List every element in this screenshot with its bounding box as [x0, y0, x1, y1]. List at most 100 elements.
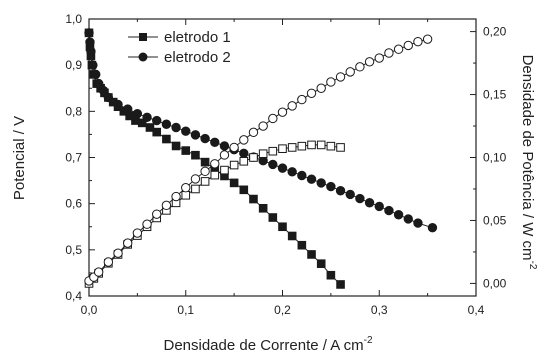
data-point-circle: [85, 37, 95, 47]
y-left-axis-title: Potencial / V: [11, 116, 28, 200]
data-point-circle: [268, 113, 278, 124]
y-right-tick-label: 0,10: [483, 151, 507, 165]
data-point-circle: [181, 183, 191, 193]
legend-label-eletrodo-2: eletrodo 2: [164, 49, 231, 66]
data-point-circle: [84, 28, 94, 38]
data-point-circle: [171, 122, 181, 133]
data-point-circle: [384, 205, 394, 216]
data-point-circle: [427, 222, 438, 233]
data-point-circle: [200, 133, 210, 144]
data-point-square: [268, 213, 278, 222]
data-point-circle: [91, 69, 101, 80]
y-right-axis-title: Densidade de Potência / W cm-2: [519, 55, 538, 270]
data-point-circle: [374, 53, 384, 63]
y-right-tick-label: 0,00: [483, 276, 507, 290]
data-point-square: [239, 156, 249, 166]
legend-marker-square: [139, 33, 147, 41]
x-tick-label: 0,3: [371, 303, 388, 317]
data-point-square: [210, 170, 220, 180]
data-point-circle: [113, 248, 123, 258]
data-point-circle: [88, 60, 98, 70]
data-point-circle: [210, 137, 220, 147]
data-point-circle: [152, 115, 162, 126]
data-point-circle: [132, 108, 143, 119]
data-point-circle: [113, 99, 123, 110]
data-point-square: [191, 150, 200, 160]
data-point-square: [287, 143, 297, 152]
axis-ticks: [88, 18, 477, 297]
data-point-circle: [268, 159, 278, 170]
data-point-circle: [422, 34, 433, 44]
data-point-circle: [355, 62, 365, 72]
series-power-4: [84, 34, 433, 286]
data-point-square: [278, 144, 287, 153]
legend: eletrodo 1 eletrodo 2: [128, 29, 231, 66]
data-point-square: [220, 165, 229, 175]
y-right-axis-title-superscript: -2: [527, 261, 538, 270]
legend-marker-circle: [138, 52, 148, 62]
data-point-square: [307, 140, 316, 150]
x-axis-title: Densidade de Corrente / A cm-2: [163, 335, 372, 354]
data-point-square: [152, 127, 162, 137]
data-point-square: [316, 259, 326, 268]
data-point-square: [145, 123, 155, 132]
y-left-tick-label: 1,0: [65, 12, 82, 26]
data-point-circle: [161, 119, 172, 129]
y-left-tick-label: 0,8: [65, 104, 82, 118]
data-point-circle: [161, 200, 172, 211]
data-point-square: [200, 177, 210, 186]
data-point-circle: [200, 166, 210, 177]
data-point-circle: [190, 130, 201, 140]
data-point-square: [316, 140, 326, 150]
data-point-circle: [181, 126, 191, 136]
data-point-circle: [190, 174, 201, 184]
series-potential-2: [84, 28, 438, 233]
data-point-circle: [277, 107, 288, 117]
data-point-circle: [345, 67, 355, 77]
data-point-square: [249, 153, 258, 162]
data-point-circle: [103, 92, 114, 103]
y-left-tick-label: 0,9: [65, 58, 82, 72]
data-point-circle: [93, 267, 104, 277]
x-tick-label: 0,0: [81, 303, 98, 317]
series-line: [88, 144, 341, 284]
data-point-circle: [297, 94, 307, 105]
data-point-circle: [152, 209, 162, 219]
data-point-circle: [86, 46, 96, 57]
data-point-circle: [403, 40, 413, 51]
data-point-square: [181, 146, 191, 155]
data-point-circle: [123, 238, 133, 248]
data-point-circle: [306, 174, 317, 184]
data-point-square: [181, 190, 191, 200]
data-point-circle: [142, 219, 152, 229]
data-point-square: [229, 178, 239, 188]
data-point-circle: [393, 44, 404, 54]
data-point-circle: [239, 148, 249, 159]
data-point-square: [268, 146, 278, 156]
data-point-square: [258, 149, 268, 159]
series-layer: [84, 28, 438, 289]
x-tick-label: 0,4: [468, 303, 485, 317]
data-point-square: [278, 222, 287, 232]
data-point-circle: [277, 163, 288, 173]
data-point-square: [191, 184, 200, 194]
data-point-circle: [93, 78, 104, 89]
data-point-circle: [210, 159, 220, 169]
data-point-circle: [171, 191, 181, 202]
legend-label-eletrodo-1: eletrodo 1: [164, 29, 231, 46]
data-point-circle: [316, 178, 326, 188]
data-point-square: [336, 143, 345, 152]
data-point-square: [258, 203, 268, 213]
data-point-circle: [316, 83, 326, 93]
data-point-circle: [374, 201, 384, 212]
data-point-circle: [132, 228, 143, 238]
data-point-square: [336, 280, 345, 289]
data-point-square: [297, 141, 307, 151]
data-point-circle: [229, 142, 239, 153]
data-point-circle: [103, 257, 114, 267]
series-line: [88, 38, 428, 282]
data-point-circle: [239, 135, 249, 145]
data-point-square: [287, 231, 297, 241]
data-point-circle: [413, 218, 423, 228]
